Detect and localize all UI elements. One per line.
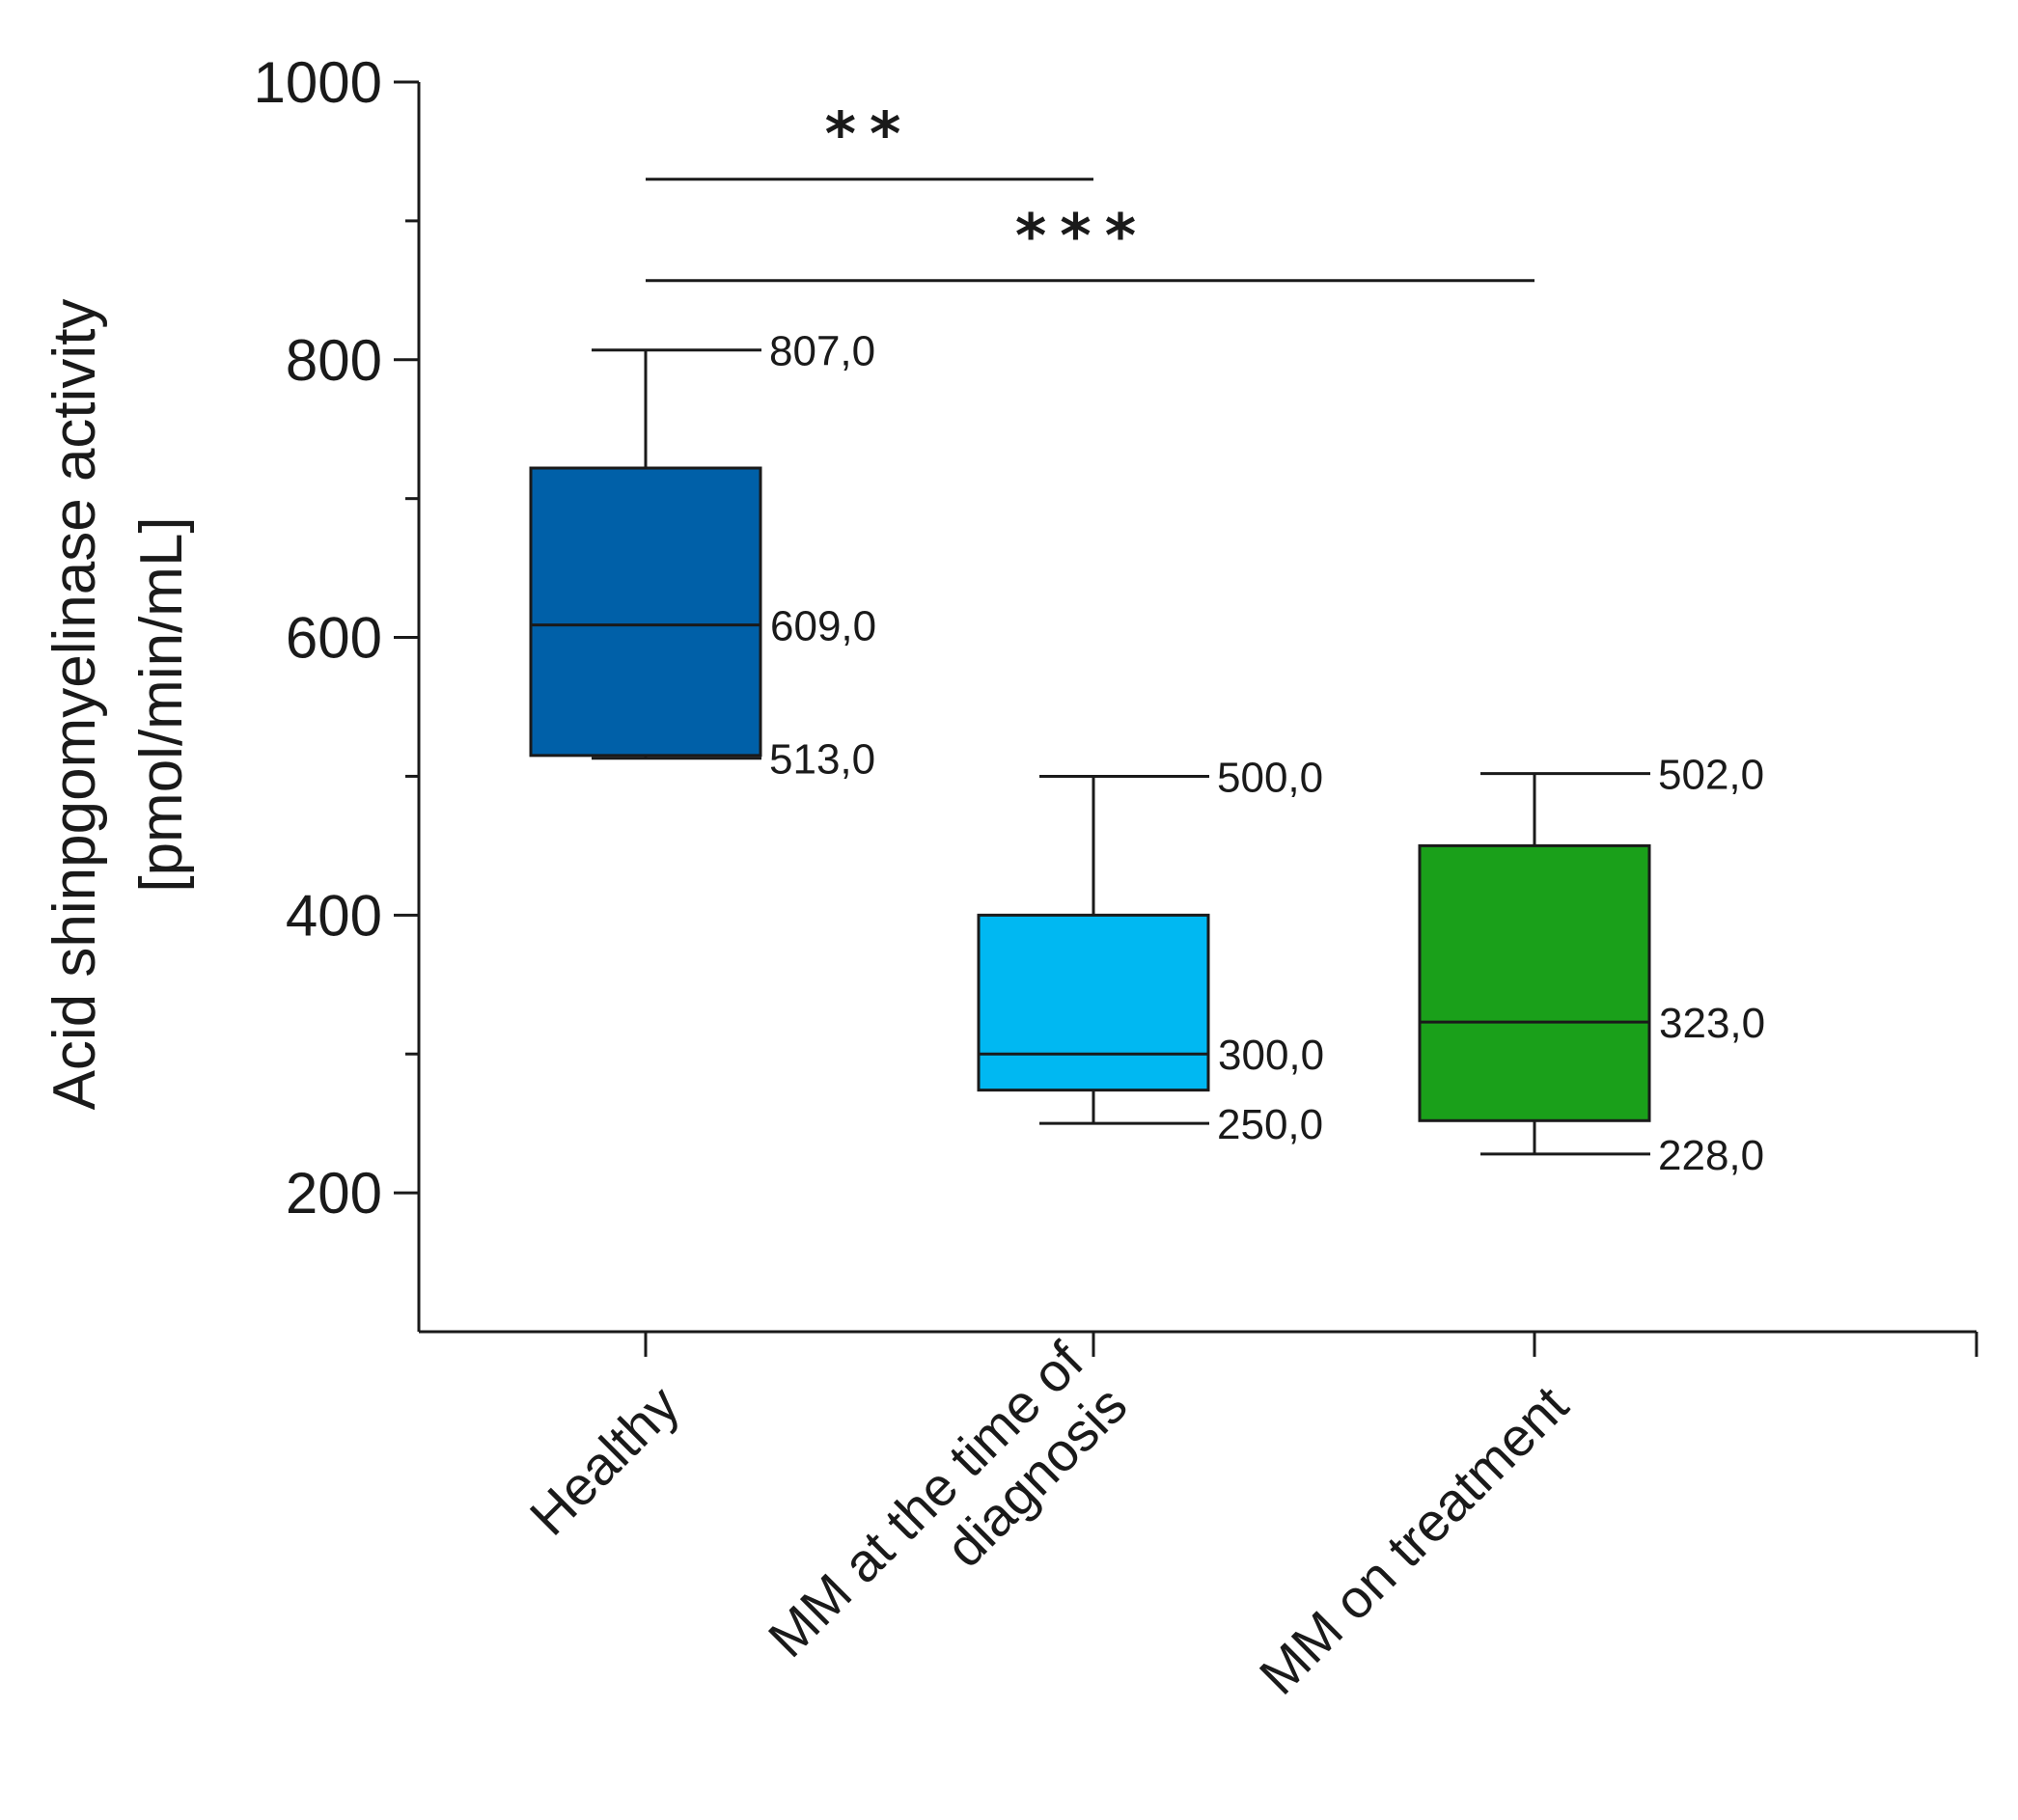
boxes-group: 807,0 609,0 513,0 500,0 300,0 250,0 502,0 323,0… xyxy=(529,328,1765,1179)
y-tick-label: 400 xyxy=(286,883,382,948)
upper-whisker-value: 500,0 xyxy=(1217,754,1323,801)
x-category-label-line: MM on treatment xyxy=(1248,1374,1580,1706)
x-axis: Healthy MM at the time ofdiagnosis MM on t… xyxy=(419,1330,1978,1712)
x-category-label-line: Healthy xyxy=(518,1374,691,1547)
significance-label: *** xyxy=(1015,201,1149,271)
median-value: 609,0 xyxy=(770,603,876,650)
box-body xyxy=(529,466,762,758)
lower-whisker-value: 513,0 xyxy=(769,736,875,784)
lower-whisker-value: 250,0 xyxy=(1217,1101,1323,1148)
x-category-label-group: MM at the time ofdiagnosis xyxy=(757,1330,1139,1712)
upper-whisker-value: 502,0 xyxy=(1658,752,1764,799)
median-value: 323,0 xyxy=(1659,1000,1765,1047)
y-axis-title-line2: [pmol/min/mL] xyxy=(128,516,195,892)
y-tick-label: 600 xyxy=(286,606,382,671)
y-axis: 200 400 600 800 1000 xyxy=(254,50,421,1332)
box-body xyxy=(1418,843,1651,1122)
lower-whisker-value: 228,0 xyxy=(1658,1132,1764,1179)
x-category-label-group: Healthy xyxy=(518,1374,691,1547)
y-tick-label: 800 xyxy=(286,328,382,393)
x-category-label: MM at the time ofdiagnosis xyxy=(757,1330,1139,1712)
x-category-label-group: MM on treatment xyxy=(1248,1374,1580,1706)
upper-whisker-value: 807,0 xyxy=(769,328,875,375)
y-tick-label: 200 xyxy=(286,1161,382,1226)
y-axis-title-line1: Acid shinpgomyelinase activity xyxy=(41,299,108,1111)
box-2: 500,0 300,0 250,0 xyxy=(977,754,1324,1148)
box-body xyxy=(977,913,1210,1092)
significance-group: ***** xyxy=(646,99,1534,283)
significance-label: ** xyxy=(825,99,915,170)
y-tick-label: 1000 xyxy=(254,50,382,115)
x-category-label: MM on treatment xyxy=(1248,1374,1580,1706)
box-3: 502,0 323,0 228,0 xyxy=(1418,752,1765,1179)
median-value: 300,0 xyxy=(1218,1032,1324,1079)
x-category-label: Healthy xyxy=(518,1374,691,1547)
box-1: 807,0 609,0 513,0 xyxy=(529,328,876,784)
